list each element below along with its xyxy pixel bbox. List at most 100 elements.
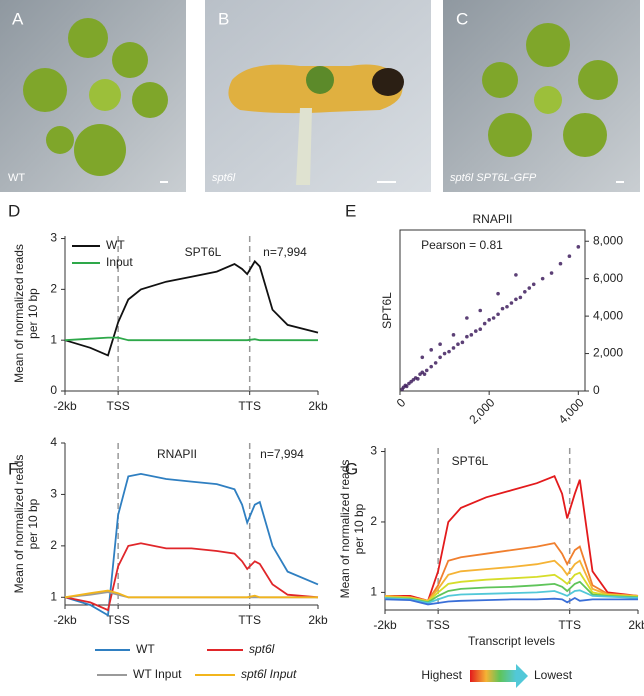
x-tick-label: 2kb: [308, 399, 328, 413]
y-axis-label: SPT6L: [380, 292, 394, 329]
annotation: RNAPII: [157, 447, 197, 461]
scatter-point: [451, 333, 456, 337]
y-tick-label: 3: [50, 231, 57, 245]
scatter-point: [469, 333, 474, 337]
y-tick-label: 6,000: [593, 271, 623, 285]
scatter-point: [549, 271, 554, 275]
scatter-point: [496, 312, 500, 317]
scatter-point: [558, 261, 563, 266]
scatter-point: [429, 348, 434, 352]
scatter-point: [491, 316, 496, 320]
x-tick-label: 4,000: [556, 395, 587, 426]
scatter-point: [540, 276, 545, 281]
scatter-point: [531, 282, 536, 287]
x-tick-label: 0: [394, 395, 409, 410]
line-series: [385, 475, 639, 602]
line-series: [384, 571, 639, 603]
panel-letter: C: [456, 9, 468, 28]
scatter-point: [456, 342, 460, 346]
scatter-point: [527, 286, 532, 290]
legend-label: WT Input: [133, 667, 182, 681]
panel-letter: B: [218, 9, 229, 28]
y-axis-label: per 10 bp: [352, 503, 366, 554]
y-tick-label: 8,000: [593, 233, 623, 247]
panel-letter: D: [8, 201, 20, 220]
scatter-point: [518, 295, 523, 300]
y-tick-label: 3: [370, 444, 377, 458]
legend-label: Input: [106, 255, 133, 269]
line-series: [64, 542, 319, 612]
scatter-point: [429, 364, 434, 369]
y-tick-label: 0: [50, 383, 57, 397]
photo: [205, 0, 431, 192]
scatter-point: [433, 361, 438, 365]
scatter-point: [416, 377, 420, 381]
photo-caption: spt6l: [212, 172, 236, 184]
annotation: SPT6L: [185, 245, 222, 259]
x-tick-label: 2kb: [628, 618, 644, 632]
annotation: n=7,994: [260, 447, 304, 461]
annotation: n=7,994: [263, 245, 307, 259]
photo: [0, 0, 186, 192]
x-tick-label: -2kb: [53, 613, 77, 627]
line-series: [64, 259, 319, 357]
scatter-point: [482, 321, 487, 326]
line-series: [384, 542, 639, 602]
scatter-point: [478, 327, 483, 332]
y-tick-label: 1: [50, 332, 57, 346]
y-axis-label: Mean of normalized reads: [338, 460, 352, 599]
y-tick-label: 2: [370, 514, 377, 528]
legend-label: spt6l Input: [241, 667, 297, 681]
legend-label: WT: [136, 642, 155, 656]
plot-frame: [399, 229, 586, 392]
scatter-point: [487, 318, 491, 322]
y-axis-label: Mean of normalized reads: [12, 455, 26, 594]
scatter-point: [438, 355, 442, 360]
y-axis-label: per 10 bp: [26, 498, 40, 549]
y-tick-label: 2,000: [593, 346, 623, 360]
scatter-point: [523, 289, 527, 294]
scatter-point: [514, 297, 518, 302]
scatter-point: [567, 254, 572, 259]
x-tick-label: TSS: [106, 399, 129, 413]
legend-label: Highest: [421, 668, 462, 682]
x-tick-label: TTS: [238, 399, 261, 413]
x-axis-label: Transcript levels: [468, 634, 555, 648]
x-tick-label: TSS: [106, 613, 129, 627]
y-tick-label: 2: [50, 538, 57, 552]
scatter-point: [509, 301, 514, 305]
gradient-arrow: [470, 664, 528, 688]
panel-letter: A: [12, 9, 24, 28]
y-axis-label: Mean of normalized reads: [12, 244, 26, 383]
panel-letter: E: [345, 201, 356, 220]
y-tick-label: 1: [370, 585, 377, 599]
scatter-point: [442, 351, 447, 356]
y-tick-label: 3: [50, 487, 57, 501]
x-tick-label: TTS: [558, 618, 581, 632]
x-tick-label: TTS: [238, 613, 261, 627]
legend-label: Lowest: [534, 668, 573, 682]
scatter-point: [460, 340, 465, 345]
y-tick-label: 0: [593, 383, 600, 397]
line-series: [384, 559, 639, 602]
line-series: [384, 596, 638, 606]
y-axis-label: per 10 bp: [26, 288, 40, 339]
line-series: [384, 580, 639, 604]
photo-caption: spt6l SPT6L-GFP: [450, 172, 537, 184]
line-series: [64, 336, 318, 342]
panel-letter: G: [345, 459, 358, 478]
x-tick-label: -2kb: [373, 618, 397, 632]
annotation: Pearson = 0.81: [421, 238, 503, 252]
x-tick-label: 2kb: [308, 613, 328, 627]
y-tick-label: 4,000: [593, 308, 623, 322]
line-series: [64, 472, 319, 617]
x-tick-label: 2,000: [466, 395, 497, 426]
scatter-point: [447, 349, 451, 354]
scatter-point: [576, 245, 581, 249]
line-series: [64, 589, 318, 599]
x-tick-label: TSS: [426, 618, 449, 632]
scatter-point: [424, 368, 429, 373]
photo-caption: WT: [8, 172, 25, 184]
line-series: [384, 589, 639, 604]
